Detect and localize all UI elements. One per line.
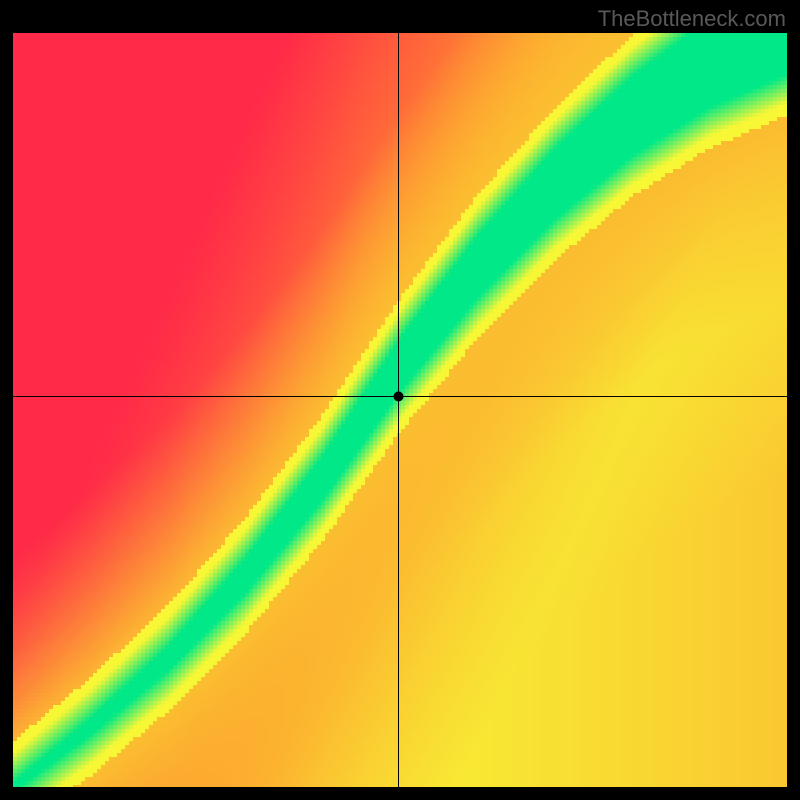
watermark-text: TheBottleneck.com: [598, 6, 786, 32]
bottleneck-heatmap: [13, 33, 787, 787]
chart-frame: TheBottleneck.com: [0, 0, 800, 800]
